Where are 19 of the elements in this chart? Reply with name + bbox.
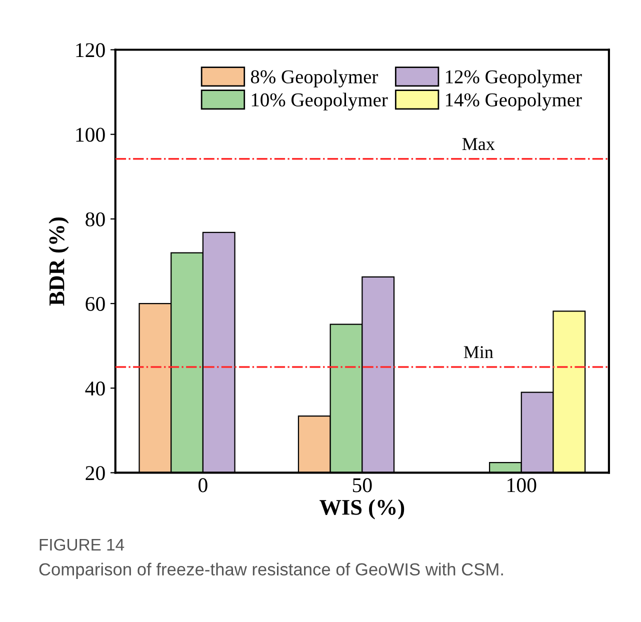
y-tick-label: 120 <box>76 43 105 58</box>
x-tick-label: 50 <box>352 478 372 492</box>
caption: FIGURE 14 <box>40 538 124 551</box>
legend-label: 12% Geopolymer <box>446 70 582 88</box>
legend-label: 10% Geopolymer <box>252 92 388 110</box>
x-axis-title: WIS (%) <box>320 499 404 520</box>
legend-label: 8% Geopolymer <box>250 70 378 88</box>
x-tick-label: 0 <box>198 478 208 492</box>
x-tick-label: 100 <box>508 478 536 492</box>
ref-line-label: Min <box>464 346 494 358</box>
y-tick-label: 20 <box>86 466 105 480</box>
legend-label: 14% Geopolymer <box>446 92 582 110</box>
y-tick-label: 60 <box>86 296 105 311</box>
y-tick-label: 40 <box>85 382 105 396</box>
ref-line-label: Max <box>462 138 495 150</box>
text: Comparison of freeze-thaw resistance of GeoWIS with CSM. <box>39 562 503 579</box>
y-tick-label: 100 <box>76 128 105 142</box>
y-axis-title: BDR (%) <box>48 217 69 306</box>
y-tick-label: 80 <box>86 212 105 226</box>
